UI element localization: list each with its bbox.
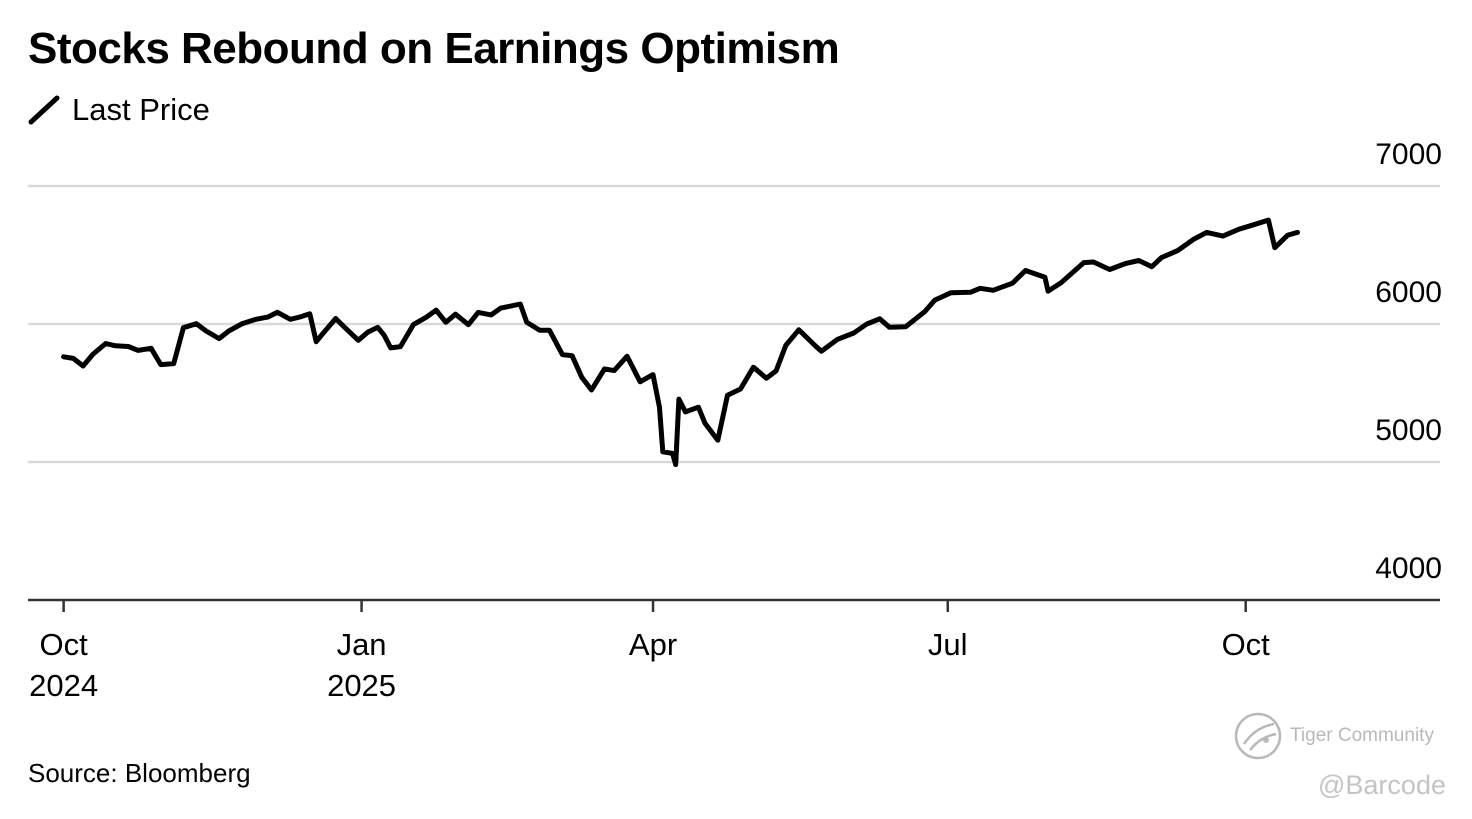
y-tick-label-7000: 7000 xyxy=(1375,138,1442,171)
y-axis-ticks: 4000 5000 6000 7000 xyxy=(1375,138,1442,585)
x-tick-year-0: 2024 xyxy=(29,668,98,703)
watermark: Tiger Community xyxy=(1232,710,1434,762)
grid-lines xyxy=(28,184,1440,464)
y-tick-label-4000: 4000 xyxy=(1375,552,1442,585)
y-tick-label-5000: 5000 xyxy=(1375,414,1442,447)
x-tick-year-1: 2025 xyxy=(327,668,396,703)
x-axis-ticks: Oct 2024 Jan 2025 Apr Jul Oct xyxy=(29,600,1270,703)
legend: Last Price xyxy=(28,92,210,128)
series-line-last-price xyxy=(61,217,1300,467)
legend-line-icon xyxy=(28,95,60,125)
x-tick-label-1: Jan xyxy=(337,627,387,662)
watermark-brand: Tiger Community xyxy=(1290,725,1434,746)
x-tick-label-0: Oct xyxy=(40,627,89,662)
y-tick-label-6000: 6000 xyxy=(1375,276,1442,309)
legend-label: Last Price xyxy=(72,92,210,127)
x-tick-label-2: Apr xyxy=(629,627,677,662)
tiger-logo-icon xyxy=(1234,712,1282,760)
source-note: Source: Bloomberg xyxy=(28,758,251,788)
chart-title: Stocks Rebound on Earnings Optimism xyxy=(28,24,840,73)
watermark-handle: @Barcode xyxy=(1318,770,1446,800)
x-tick-label-3: Jul xyxy=(928,627,968,662)
x-tick-label-4: Oct xyxy=(1222,627,1271,662)
